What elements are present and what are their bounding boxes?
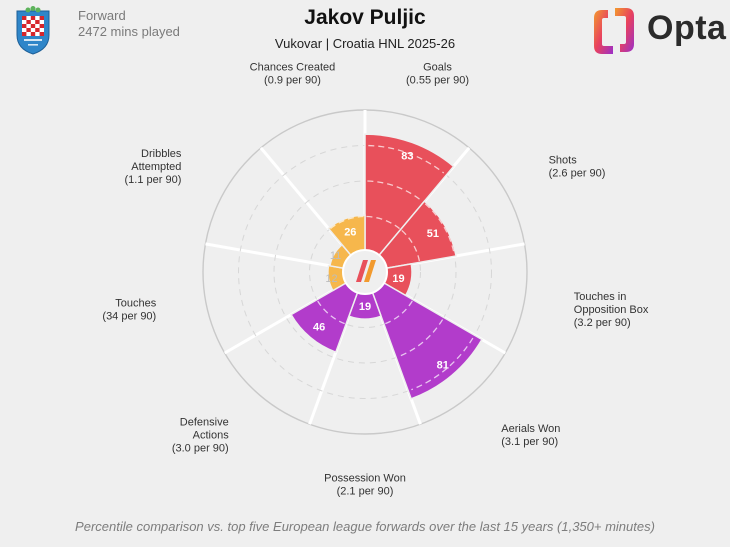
slice-ring	[366, 215, 400, 230]
metric-label-2: Touches in Opposition Box (3.2 per 90)	[574, 291, 649, 329]
slice-ring	[385, 300, 413, 325]
center-hub	[342, 249, 388, 295]
grid-ring	[309, 216, 421, 328]
slice-ring	[368, 144, 445, 174]
minutes-played: 2472 mins played	[78, 24, 180, 39]
slice-ring	[398, 319, 444, 358]
value-label-3: 81	[437, 360, 449, 372]
player-position: Forward	[78, 8, 126, 23]
metric-label-3: Aerials Won (3.1 per 90)	[501, 423, 560, 448]
slice-ring	[317, 300, 345, 325]
value-label-5: 46	[313, 322, 325, 334]
value-label-6: 12	[325, 273, 337, 285]
slice-ring	[424, 203, 455, 254]
club-crest-logo	[16, 6, 50, 55]
metric-label-1: Shots (2.6 per 90)	[549, 155, 606, 180]
slice-5	[290, 280, 360, 354]
metric-label-0: Goals (0.55 per 90)	[406, 61, 469, 86]
value-label-0: 83	[401, 151, 413, 163]
center-logo-icon	[356, 260, 376, 282]
metric-label-6: Touches (34 per 90)	[102, 297, 156, 322]
slice-ring	[367, 180, 423, 202]
player-name-title: Jakov Puljic	[304, 6, 426, 29]
grid-ring	[273, 180, 457, 364]
opta-wordmark: Opta	[647, 9, 727, 47]
value-label-1: 51	[427, 228, 439, 240]
metric-label-4: Possession Won (2.1 per 90)	[324, 473, 406, 498]
value-label-4: 19	[359, 301, 371, 313]
value-label-7: 11	[330, 250, 341, 262]
metric-label-7: Dribbles Attempted (1.1 per 90)	[125, 148, 182, 186]
slice-ring	[411, 337, 474, 391]
value-label-8: 26	[344, 227, 356, 239]
slice-ring	[330, 215, 364, 230]
chart-footnote: Percentile comparison vs. top five Europ…	[75, 519, 655, 534]
opta-logo-mark	[594, 8, 634, 54]
team-league-subtitle: Vukovar | Croatia HNL 2025-26	[274, 36, 456, 51]
slice-ring	[401, 229, 421, 262]
metric-label-8: Chances Created (0.9 per 90)	[250, 61, 336, 86]
value-label-2: 19	[392, 273, 404, 285]
metric-label-5: Defensive Actions (3.0 per 90)	[172, 416, 229, 454]
